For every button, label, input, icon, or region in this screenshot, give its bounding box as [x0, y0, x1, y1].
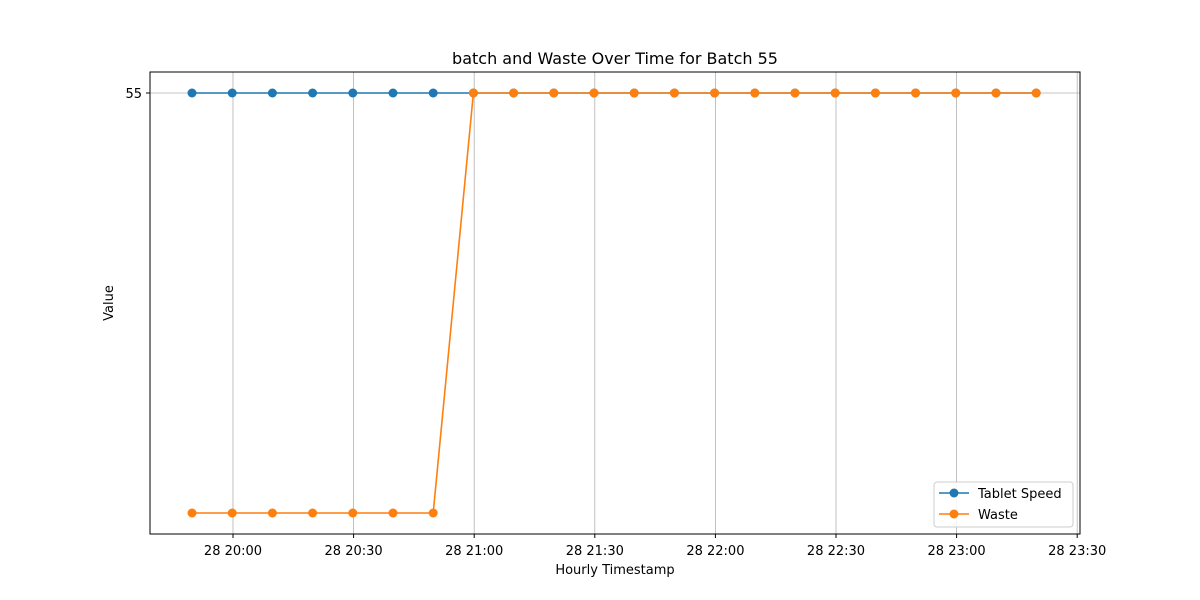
legend-marker [949, 509, 959, 519]
data-point [669, 88, 679, 98]
data-point [428, 508, 438, 518]
data-point [750, 88, 760, 98]
data-point [710, 88, 720, 98]
legend-marker [949, 488, 959, 498]
data-point [267, 88, 277, 98]
x-tick-label: 28 23:00 [928, 544, 986, 559]
data-point [348, 508, 358, 518]
y-axis-title: Value [102, 285, 117, 321]
data-point [1031, 88, 1041, 98]
series-line [192, 92, 1037, 514]
data-point [308, 88, 318, 98]
data-point [267, 508, 277, 518]
data-point [951, 88, 961, 98]
data-point [589, 88, 599, 98]
x-tick-label: 28 21:30 [566, 544, 624, 559]
data-point [830, 88, 840, 98]
data-point [428, 88, 438, 98]
legend-label: Tablet Speed [977, 487, 1062, 502]
y-axis: 55 [125, 87, 150, 102]
data-point [468, 88, 478, 98]
chart-title: batch and Waste Over Time for Batch 55 [452, 49, 778, 68]
series-layer [187, 88, 1041, 518]
x-tick-label: 28 20:30 [325, 544, 383, 559]
data-point [348, 88, 358, 98]
data-point [227, 88, 237, 98]
x-tick-label: 28 22:00 [686, 544, 744, 559]
data-point [388, 508, 398, 518]
data-point [991, 88, 1001, 98]
data-point [227, 508, 237, 518]
series-waste [187, 88, 1041, 518]
data-point [549, 88, 559, 98]
data-point [388, 88, 398, 98]
data-point [187, 88, 197, 98]
x-axis-title: Hourly Timestamp [555, 563, 674, 578]
legend: Tablet Speed Waste [933, 481, 1074, 528]
data-point [790, 88, 800, 98]
plot-frame [149, 71, 1081, 535]
data-point [629, 88, 639, 98]
legend-label: Waste [978, 508, 1018, 523]
legend-item: Waste [939, 508, 1018, 523]
x-tick-label: 28 23:30 [1048, 544, 1106, 559]
data-point [911, 88, 921, 98]
data-point [509, 88, 519, 98]
data-point [187, 508, 197, 518]
y-tick-label: 55 [125, 87, 142, 102]
data-point [870, 88, 880, 98]
x-tick-label: 28 20:00 [204, 544, 262, 559]
x-tick-label: 28 22:30 [807, 544, 865, 559]
data-point [308, 508, 318, 518]
legend-item: Tablet Speed [939, 487, 1062, 502]
x-axis: 28 20:00 28 20:30 28 21:00 28 21:30 28 22:00… [204, 534, 1106, 559]
x-tick-label: 28 21:00 [445, 544, 503, 559]
